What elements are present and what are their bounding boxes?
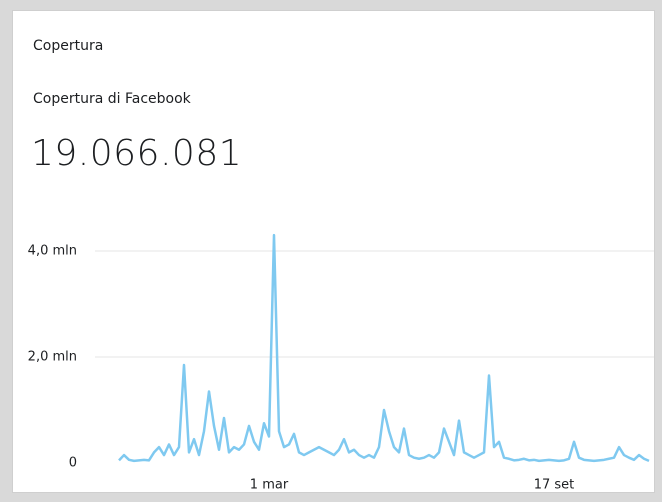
y-tick-label: 0 [69, 456, 77, 471]
line-series [118, 233, 650, 463]
y-tick-label: 2,0 mln [28, 350, 77, 365]
card-title: Copertura [33, 38, 104, 54]
x-tick-label: 17 set [534, 478, 575, 493]
y-tick-label: 4,0 mln [28, 244, 77, 259]
total-value: 19.066.081 [31, 133, 243, 174]
reach-card: Copertura Copertura di Facebook 19.066.0… [12, 10, 655, 493]
card-subtitle: Copertura di Facebook [33, 91, 191, 107]
x-tick-label: 1 mar [250, 478, 289, 493]
chart: 0 2,0 mln 4,0 mln 1 mar 17 set [28, 233, 654, 493]
